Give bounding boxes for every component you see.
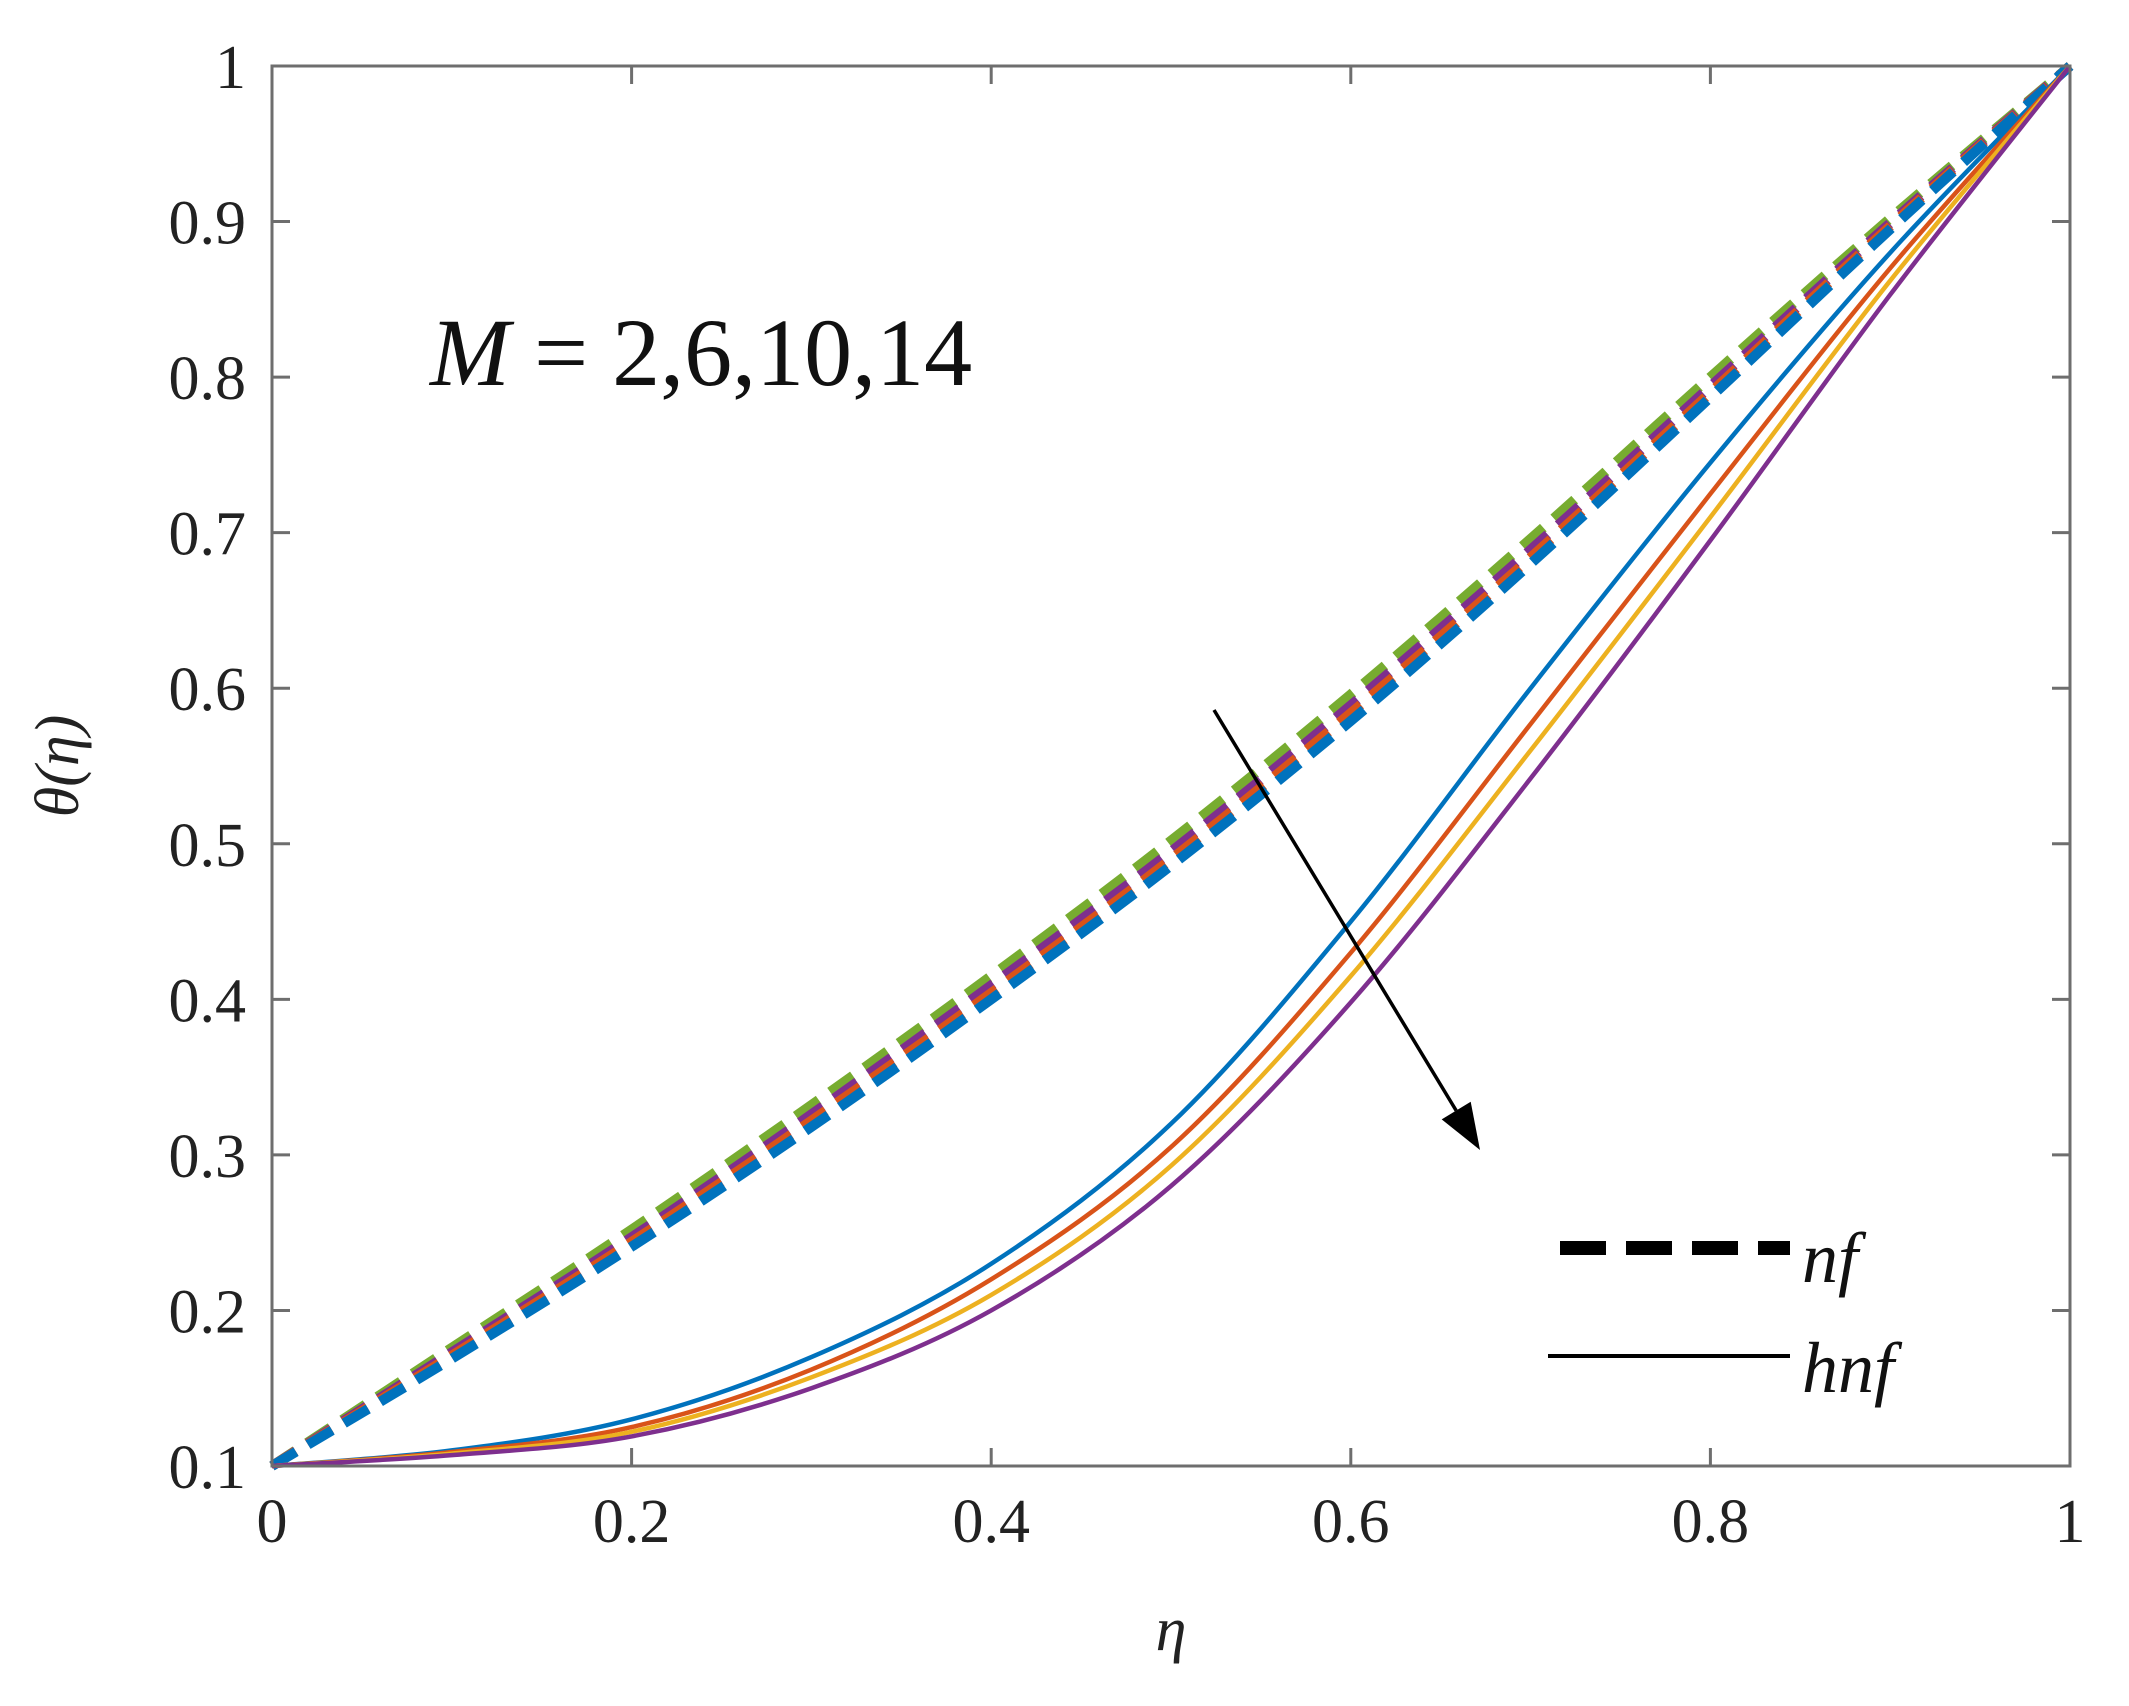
series-line-nf-1 <box>269 62 2074 1471</box>
y-tick-label-1: 0.2 <box>169 1278 247 1346</box>
series-layer <box>269 62 2074 1471</box>
y-tick-label-2: 0.3 <box>169 1123 247 1191</box>
series-line-hnf-4 <box>271 64 2072 1469</box>
parameter-annotation: M = 2,6,10,14 <box>428 299 972 406</box>
series-line-nf-0 <box>269 62 2074 1471</box>
x-tick-label-2: 0.4 <box>952 1488 1030 1556</box>
x-tick-label-4: 0.8 <box>1672 1488 1750 1556</box>
series-line-nf-3 <box>269 62 2074 1471</box>
series-line-nf-2 <box>269 62 2074 1471</box>
x-tick-label-1: 0.2 <box>593 1488 671 1556</box>
x-tick-label-5: 1 <box>2055 1488 2086 1556</box>
x-tick-label-3: 0.6 <box>1312 1488 1390 1556</box>
series-line-hnf-7 <box>271 64 2072 1469</box>
trend-arrowhead <box>1441 1101 1480 1150</box>
legend: nf hnf <box>1548 1218 1903 1408</box>
x-tick-label-0: 0 <box>257 1488 288 1556</box>
annotation-values: 2,6,10,14 <box>612 299 972 406</box>
y-tick-label-0: 0.1 <box>169 1434 247 1502</box>
trend-arrow <box>1212 709 1458 1112</box>
y-tick-label-4: 0.5 <box>169 812 247 880</box>
y-tick-label-5: 0.6 <box>169 656 247 724</box>
y-tick-label-8: 0.9 <box>169 190 247 258</box>
legend-nf-label: nf <box>1802 1218 1867 1298</box>
y-tick-label-9: 1 <box>215 34 246 102</box>
y-axis-label: θ(η) <box>24 715 92 818</box>
plot-frame <box>270 64 2072 1468</box>
annotation-equals: = <box>510 299 612 406</box>
annotation-variable: M <box>428 299 515 406</box>
series-line-hnf-5 <box>271 64 2072 1469</box>
y-tick-label-6: 0.7 <box>169 501 247 569</box>
legend-hnf-label: hnf <box>1802 1328 1903 1408</box>
series-line-hnf-6 <box>271 64 2072 1469</box>
x-axis-label: η <box>1156 1596 1187 1664</box>
ticks-layer: 0 0.2 0.4 0.6 0.8 1 0.1 0.2 0.3 0.4 0.5 0.6 0.7 0.8 0.… <box>169 34 2086 1556</box>
y-tick-label-3: 0.4 <box>169 967 247 1035</box>
y-tick-label-7: 0.8 <box>169 345 247 413</box>
